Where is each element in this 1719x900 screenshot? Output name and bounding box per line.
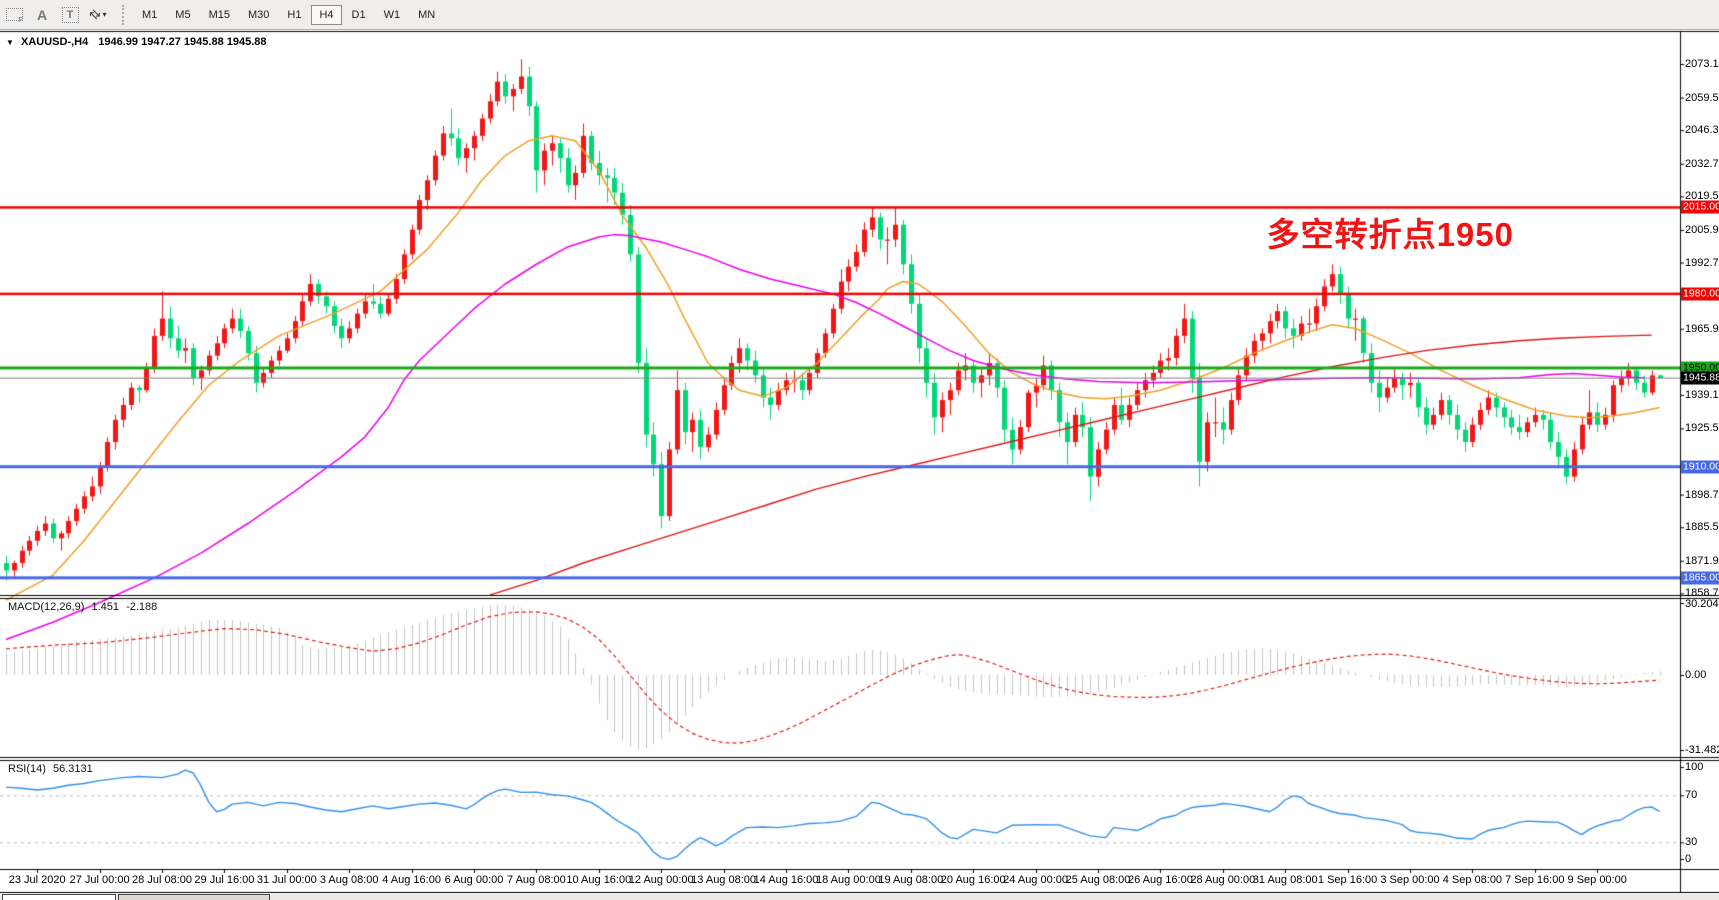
date-label: 4 Aug 16:00: [382, 874, 441, 886]
price-level-label[interactable]: 1910.00: [1681, 460, 1719, 474]
date-label: 10 Aug 16:00: [566, 874, 632, 886]
price-tick-label: 1898.70: [1685, 488, 1719, 501]
macd-signal-value: -2.188: [126, 601, 158, 613]
price-tick-label: 2032.70: [1685, 157, 1719, 170]
date-label: 29 Jul 16:00: [194, 874, 255, 886]
rsi-tick-label: 70: [1685, 789, 1698, 802]
macd-tick-label: 0.00: [1685, 669, 1707, 681]
date-label: 31 Aug 08:00: [1252, 874, 1318, 886]
rsi-tick-label: 30: [1685, 836, 1698, 849]
date-label: 27 Jul 00:00: [69, 874, 130, 886]
price-tick-label: 1939.10: [1685, 388, 1719, 401]
price-tick-label: 2005.90: [1685, 223, 1719, 236]
price-tick-label: 2059.50: [1685, 91, 1719, 104]
price-level-label[interactable]: 1980.00: [1681, 287, 1719, 301]
rsi-tick-label: 0: [1685, 853, 1692, 865]
date-label: 3 Sep 00:00: [1380, 874, 1440, 886]
rsi-value: 56.3131: [52, 763, 93, 775]
rsi-name: RSI(14): [8, 763, 46, 775]
chart-tabs-strip: [0, 893, 1719, 900]
price-tick-label: 1965.90: [1685, 322, 1719, 335]
price-tick-label: 1925.50: [1685, 422, 1719, 435]
date-label: 26 Aug 16:00: [1127, 874, 1193, 886]
price-level-label[interactable]: 1950.00: [1681, 361, 1719, 375]
rsi-tick-label: 100: [1685, 761, 1704, 773]
date-label: 28 Jul 08:00: [132, 874, 192, 886]
date-label: 23 Jul 2020: [8, 874, 66, 886]
price-tick-label: 1858.70: [1685, 587, 1719, 600]
date-label: 28 Aug 00:00: [1190, 874, 1256, 886]
date-label: 19 Aug 08:00: [878, 874, 944, 886]
date-label: 20 Aug 16:00: [940, 874, 1006, 886]
date-label: 9 Sep 00:00: [1567, 874, 1627, 886]
price-level-label[interactable]: 2015.00: [1681, 200, 1719, 214]
date-label: 25 Aug 08:00: [1065, 874, 1131, 886]
date-label: 6 Aug 00:00: [444, 874, 504, 886]
date-label: 3 Aug 08:00: [319, 874, 379, 886]
symbol-dropdown-icon[interactable]: ▼: [6, 38, 14, 47]
macd-main-value: 1.451: [91, 601, 120, 613]
chart-tab[interactable]: [118, 894, 270, 900]
chart-tab[interactable]: [2, 894, 116, 900]
macd-tick-label: 30.204: [1685, 598, 1719, 610]
date-label: 14 Aug 16:00: [753, 874, 819, 886]
price-tick-label: 1885.50: [1685, 521, 1719, 534]
rsi-label: RSI(14) 56.3131: [8, 763, 93, 775]
price-tick-label: 1871.90: [1685, 554, 1719, 567]
macd-label: MACD(12,26,9) 1.451 -2.188: [8, 601, 157, 613]
date-label: 24 Aug 00:00: [1003, 874, 1069, 886]
date-label: 31 Jul 00:00: [256, 874, 317, 886]
price-tick-label: 1992.70: [1685, 256, 1719, 269]
price-tick-label: 2073.10: [1685, 58, 1719, 70]
price-tick-label: 2019.50: [1685, 190, 1719, 203]
date-label: 7 Sep 16:00: [1505, 874, 1565, 886]
price-tick-label: 2046.30: [1685, 124, 1719, 137]
chart-title: ▼ XAUUSD-,H4 1946.99 1947.27 1945.88 194…: [6, 36, 267, 48]
date-label: 1 Sep 16:00: [1317, 874, 1378, 886]
macd-name: MACD(12,26,9): [8, 601, 85, 613]
macd-tick-label: -31.482: [1685, 744, 1719, 757]
price-level-label[interactable]: 1865.00: [1681, 571, 1719, 585]
date-label: 7 Aug 08:00: [507, 874, 566, 886]
annotation-text: 多空转折点1950: [1266, 216, 1514, 253]
current-price-label: 1945.88: [1681, 371, 1719, 385]
quote-ohlc-label: 1946.99 1947.27 1945.88 1945.88: [98, 36, 267, 48]
date-label: 18 Aug 00:00: [815, 874, 881, 886]
date-label: 12 Aug 00:00: [628, 874, 694, 886]
date-label: 4 Sep 08:00: [1442, 874, 1503, 886]
symbol-period-label: XAUUSD-,H4: [20, 36, 89, 48]
date-label: 13 Aug 08:00: [691, 874, 757, 886]
